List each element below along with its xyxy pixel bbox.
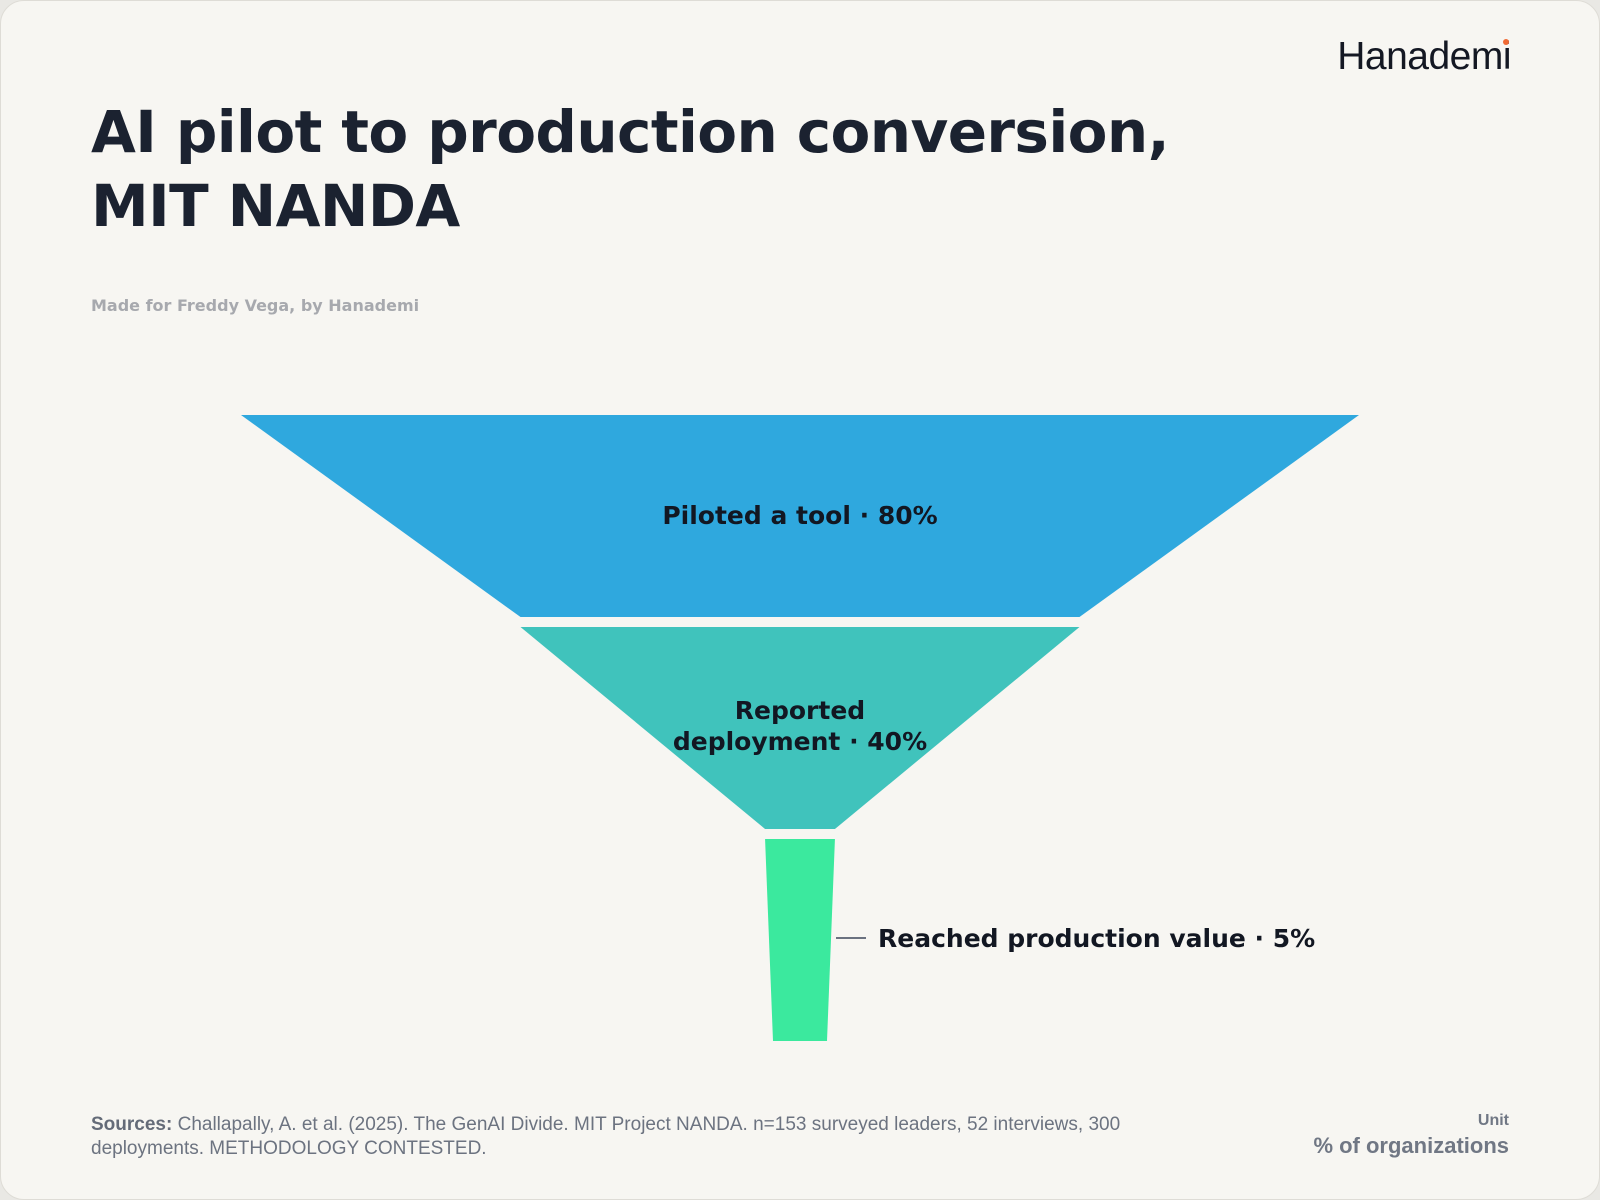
brand-name: Hanademi <box>1337 35 1511 78</box>
funnel-stage-label-2: Reported deployment · 40% <box>673 696 927 756</box>
funnel-stage-1 <box>241 415 1359 617</box>
unit-label: Unit <box>1477 1112 1509 1129</box>
sources-label: Sources: <box>91 1114 173 1135</box>
sources-note: Sources: Challapally, A. et al. (2025). … <box>91 1113 1191 1161</box>
chart-title: AI pilot to production conversion, MIT N… <box>91 98 1170 240</box>
brand-logo: Hanademi <box>1337 35 1511 78</box>
funnel-stage-2 <box>520 627 1080 829</box>
funnel-stage-label-3: Reached production value · 5% <box>878 924 1315 953</box>
logo-dot-icon <box>1503 39 1509 45</box>
unit-block: Unit % of organizations <box>1313 1111 1509 1160</box>
chart-subtitle: Made for Freddy Vega, by Hanademi <box>91 296 420 315</box>
unit-value: % of organizations <box>1313 1133 1509 1158</box>
funnel-stage-3 <box>765 839 835 1041</box>
funnel-stage-label-1: Piloted a tool · 80% <box>662 501 937 530</box>
sources-text: Challapally, A. et al. (2025). The GenAI… <box>91 1114 1121 1159</box>
